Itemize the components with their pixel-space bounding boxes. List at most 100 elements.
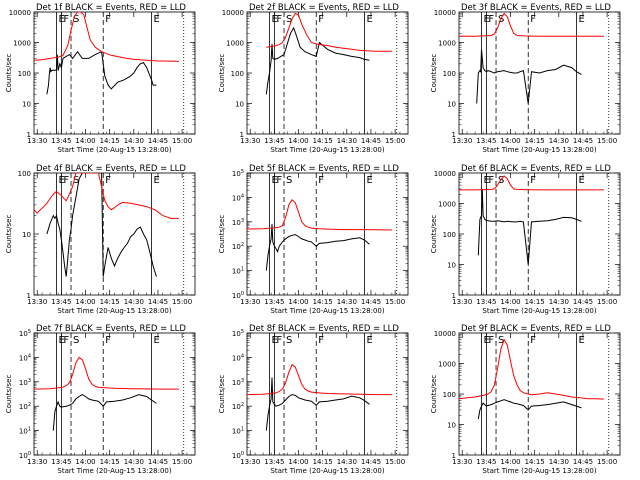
y-tick-label: 1000 [438, 40, 456, 48]
chart-title: Det 1f BLACK = Events, RED = LLD [36, 3, 186, 13]
y-tick-exponent: 4 [241, 353, 244, 359]
region-label: E [59, 175, 65, 186]
series-line-events [46, 50, 157, 95]
y-tick-label: 103 [19, 378, 31, 387]
region-label: S [73, 14, 79, 25]
x-tick-label: 14:45 [361, 298, 381, 306]
y-tick-label: 1 [452, 131, 456, 139]
chart-panel-9: Det 9f BLACK = Events, RED = LLD 1 10 100 10… [430, 324, 621, 475]
region-label: E [367, 335, 373, 346]
y-tick-exponent: 3 [241, 218, 244, 224]
x-tick-label: 15:00 [172, 298, 192, 306]
y-tick-label: 1000 [438, 201, 456, 209]
region-label: F [63, 14, 69, 25]
region-label: E [579, 335, 585, 346]
y-tick-label: 1000 [13, 40, 31, 48]
x-tick-label: 14:15 [525, 458, 545, 466]
x-tick-label: 14:00 [288, 458, 308, 466]
chart-panel-8: Det 8f BLACK = Events, RED = LLD10010110… [218, 324, 409, 475]
x-tick-label: 14:30 [124, 298, 144, 306]
x-tick-label: 13:45 [476, 137, 496, 145]
region-label: S [73, 175, 79, 186]
chart-title: Det 4f BLACK = Events, RED = LLD [36, 164, 186, 174]
region-label: E [272, 175, 278, 186]
x-axis-label: Start Time (20-Aug-15 13:28:00) [57, 467, 171, 475]
plot-frame [246, 11, 409, 135]
x-tick-label: 13:30 [452, 137, 472, 145]
x-tick-label: 15:00 [597, 458, 617, 466]
y-tick-label: 105 [19, 329, 31, 338]
series-line-events [265, 26, 370, 95]
y-tick-label: 1 [452, 452, 456, 460]
series-line-lld [459, 338, 604, 400]
series-line-lld [34, 173, 179, 219]
region-label: E [484, 14, 490, 25]
y-axis-label: Counts/sec [218, 54, 226, 93]
y-tick-label: 1000 [226, 40, 244, 48]
y-tick-exponent: 5 [241, 169, 244, 175]
region-label: E [272, 335, 278, 346]
plot-frame [33, 172, 196, 296]
x-tick-label: 15:00 [385, 298, 405, 306]
y-tick-exponent: 5 [28, 329, 31, 335]
region-label: F [530, 335, 536, 346]
x-tick-label: 14:30 [337, 458, 357, 466]
x-tick-label: 14:30 [549, 298, 569, 306]
region-label: E [154, 335, 160, 346]
y-tick-label: 10 [22, 101, 31, 109]
y-tick-exponent: 0 [241, 291, 244, 297]
y-tick-label: 1 [452, 292, 456, 300]
y-tick-label: 100 [232, 291, 244, 300]
chart-panel-6: Det 6f BLACK = Events, RED = LLD 1 10 100 10… [430, 164, 621, 315]
x-tick-label: 13:30 [452, 298, 472, 306]
x-tick-label: 15:00 [597, 137, 617, 145]
series-line-events [476, 49, 582, 104]
y-tick-exponent: 2 [28, 402, 31, 408]
y-tick-label: 105 [232, 329, 244, 338]
region-label: F [63, 175, 69, 186]
x-axis-label: Start Time (20-Aug-15 13:28:00) [482, 467, 596, 475]
series-line-events [52, 394, 157, 431]
region-label: E [579, 14, 585, 25]
x-tick-label: 13:45 [51, 458, 71, 466]
y-tick-label: 100 [18, 70, 31, 78]
x-axis-label: Start Time (20-Aug-15 13:28:00) [482, 146, 596, 154]
y-tick-label: 101 [19, 427, 31, 436]
x-tick-label: 14:30 [549, 458, 569, 466]
y-axis-label: Counts/sec [5, 54, 13, 93]
x-tick-label: 14:15 [525, 137, 545, 145]
y-tick-exponent: 2 [241, 242, 244, 248]
series-line-lld [34, 12, 179, 62]
x-tick-label: 14:45 [148, 458, 168, 466]
region-label: F [318, 175, 324, 186]
region-label: F [318, 335, 324, 346]
y-tick-label: 104 [232, 193, 244, 202]
region-label: E [154, 175, 160, 186]
series-line-events [477, 399, 582, 420]
region-label: F [105, 335, 111, 346]
chart-title: Det 3f BLACK = Events, RED = LLD [461, 3, 611, 13]
region-label: E [367, 175, 373, 186]
y-tick-exponent: 4 [241, 193, 244, 199]
x-axis-label: Start Time (20-Aug-15 13:28:00) [270, 307, 384, 315]
chart-title: Det 6f BLACK = Events, RED = LLD [461, 164, 611, 174]
series-line-events [477, 188, 582, 265]
y-axis-label: Counts/sec [430, 54, 438, 93]
y-tick-label: 101 [232, 427, 244, 436]
x-tick-label: 14:15 [313, 298, 333, 306]
y-tick-label: 100 [443, 391, 456, 399]
x-tick-label: 14:15 [100, 298, 120, 306]
region-label: S [286, 335, 292, 346]
region-label: F [276, 14, 282, 25]
x-tick-label: 14:15 [313, 458, 333, 466]
x-tick-label: 13:45 [476, 298, 496, 306]
x-tick-label: 14:45 [148, 298, 168, 306]
series-line-events [265, 224, 370, 271]
y-axis-label: Counts/sec [430, 375, 438, 414]
y-tick-label: 102 [232, 402, 244, 411]
region-label: E [367, 14, 373, 25]
y-axis-label: Counts/sec [430, 215, 438, 254]
y-tick-label: 103 [232, 378, 244, 387]
y-tick-label: 1 [27, 131, 31, 139]
y-tick-label: 10000 [9, 9, 31, 17]
